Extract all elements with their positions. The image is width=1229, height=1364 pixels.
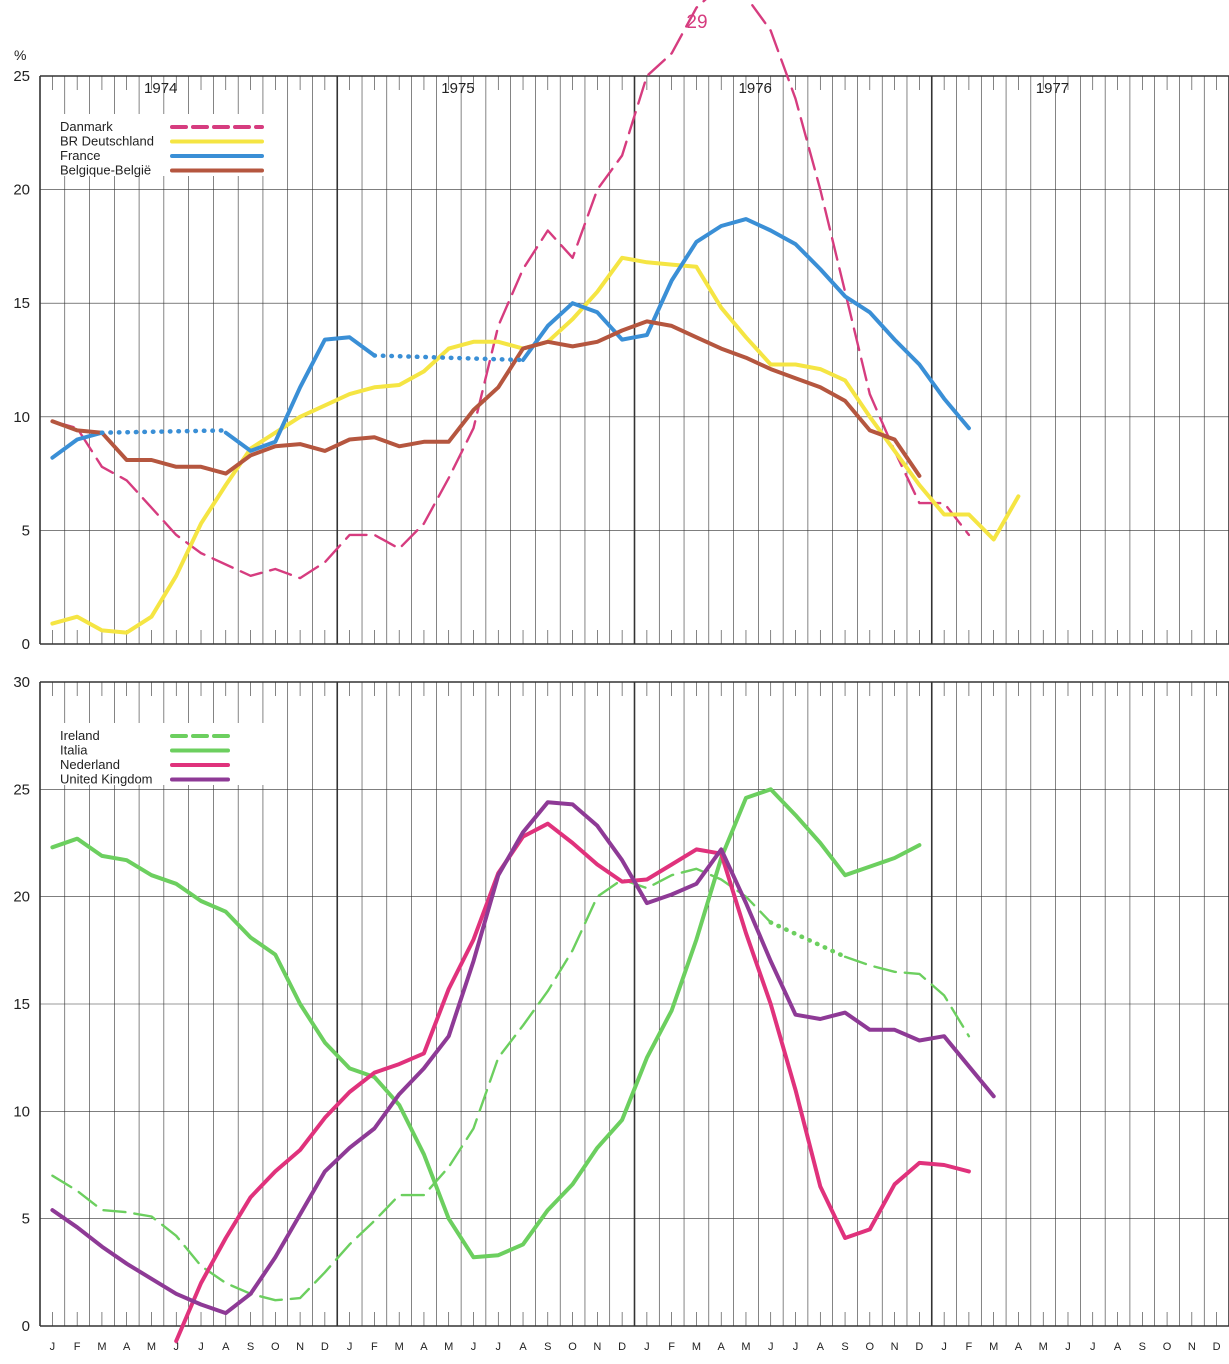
year-label: 1975	[441, 80, 474, 97]
month-label: F	[74, 1341, 81, 1353]
series-line	[50, 319, 922, 478]
legend-label: United Kingdom	[60, 772, 153, 787]
legend-label: Belgique-België	[60, 163, 151, 178]
y-tick-label: 5	[22, 1211, 30, 1228]
y-tick-label: 25	[13, 68, 30, 85]
year-label: 1974	[144, 80, 177, 97]
y-tick-label: 15	[13, 295, 30, 312]
month-label: A	[420, 1341, 428, 1353]
series-dotted-line	[768, 920, 848, 960]
series-line	[50, 800, 996, 1316]
month-label: N	[1188, 1341, 1196, 1353]
month-label: F	[966, 1341, 973, 1353]
series-line	[843, 955, 971, 1038]
series-line	[51, 0, 971, 580]
month-label: J	[793, 1341, 799, 1353]
month-label: A	[519, 1341, 527, 1353]
y-tick-label: 25	[13, 781, 30, 798]
month-label: S	[841, 1341, 848, 1353]
legend-label: Ireland	[60, 728, 100, 743]
series-line	[223, 335, 377, 453]
month-label: J	[347, 1341, 353, 1353]
y-tick-label: 20	[13, 182, 30, 199]
y-axis-label: %	[14, 47, 26, 63]
legend-label: Danmark	[60, 119, 113, 134]
month-label: O	[866, 1341, 875, 1353]
month-label: S	[544, 1341, 551, 1353]
month-label: M	[444, 1341, 453, 1353]
month-label: J	[50, 1341, 56, 1353]
y-tick-label: 15	[13, 996, 30, 1013]
legend-label: France	[60, 148, 100, 163]
month-label: M	[147, 1341, 156, 1353]
month-label: M	[395, 1341, 404, 1353]
month-label: D	[321, 1341, 329, 1353]
y-tick-label: 30	[13, 674, 30, 691]
month-label: N	[891, 1341, 899, 1353]
month-label: J	[471, 1341, 477, 1353]
month-label: J	[198, 1341, 204, 1353]
month-label: M	[692, 1341, 701, 1353]
month-label: M	[97, 1341, 106, 1353]
month-label: A	[718, 1341, 726, 1353]
year-label: 1976	[739, 80, 772, 97]
y-tick-label: 5	[22, 522, 30, 539]
y-tick-label: 10	[13, 1103, 30, 1120]
legend-backdrop	[52, 723, 272, 785]
month-label: O	[1163, 1341, 1172, 1353]
series-line	[50, 787, 922, 1260]
month-label: A	[1015, 1341, 1023, 1353]
month-label: N	[593, 1341, 601, 1353]
legend-label: Italia	[60, 743, 88, 758]
y-tick-label: 20	[13, 889, 30, 906]
y-tick-label: 0	[22, 636, 30, 653]
month-label: A	[817, 1341, 825, 1353]
month-label: J	[496, 1341, 502, 1353]
month-label: M	[1039, 1341, 1048, 1353]
y-tick-label: 0	[22, 1318, 30, 1335]
month-label: D	[618, 1341, 626, 1353]
series-dotted-line	[99, 428, 229, 435]
month-label: D	[915, 1341, 923, 1353]
series-line	[50, 430, 104, 460]
month-label: M	[989, 1341, 998, 1353]
month-label: S	[247, 1341, 254, 1353]
month-label: A	[222, 1341, 230, 1353]
month-label: J	[768, 1341, 774, 1353]
year-label: 1977	[1036, 80, 1069, 97]
y-tick-label: 10	[13, 409, 30, 426]
series-line	[51, 867, 772, 1302]
month-label: S	[1139, 1341, 1146, 1353]
month-label: M	[741, 1341, 750, 1353]
series-line	[521, 217, 971, 431]
month-label: F	[668, 1341, 675, 1353]
legend-label: BR Deutschland	[60, 134, 154, 149]
month-label: J	[1065, 1341, 1071, 1353]
month-label: J	[173, 1341, 179, 1353]
month-label: A	[1114, 1341, 1122, 1353]
month-label: F	[371, 1341, 378, 1353]
month-label: O	[568, 1341, 577, 1353]
peak-annotation: 29	[686, 12, 707, 33]
month-label: N	[296, 1341, 304, 1353]
series-line	[174, 821, 971, 1343]
month-label: J	[1090, 1341, 1096, 1353]
month-label: O	[271, 1341, 280, 1353]
month-label: D	[1213, 1341, 1221, 1353]
legend-label: Nederland	[60, 757, 120, 772]
legend-backdrop	[52, 114, 272, 176]
series-dotted-line	[372, 353, 526, 363]
month-label: A	[123, 1341, 131, 1353]
month-label: J	[941, 1341, 947, 1353]
month-label: J	[644, 1341, 650, 1353]
